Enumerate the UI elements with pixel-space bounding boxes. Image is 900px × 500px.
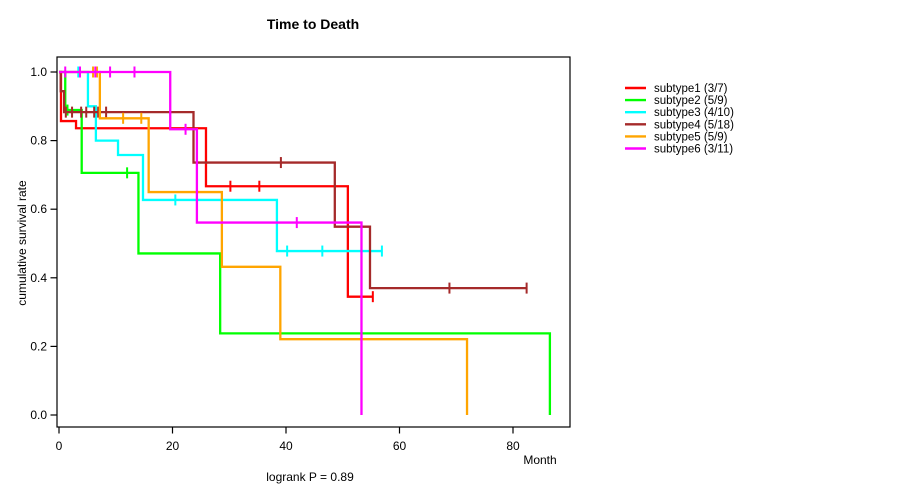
legend-label: subtype5 (5/9) [654, 131, 728, 143]
y-tick-label: 1.0 [30, 65, 47, 79]
y-axis-label: cumulative survival rate [15, 180, 29, 306]
series-line [59, 70, 363, 415]
series-3-group [59, 66, 383, 257]
series-5-group [59, 66, 469, 415]
series-line [59, 70, 528, 290]
plot-frame [56, 56, 571, 428]
legend-label: subtype1 (3/7) [654, 83, 728, 95]
legend-item: subtype2 (5/9) [625, 95, 728, 107]
legend-label: subtype2 (5/9) [654, 95, 728, 107]
series-line [59, 70, 469, 415]
y-tick-label: 0.4 [30, 271, 47, 285]
logrank-annotation: logrank P = 0.89 [266, 470, 354, 484]
legend-item: subtype5 (5/9) [625, 131, 728, 143]
x-tick-label: 20 [166, 439, 180, 453]
x-axis-label: Month [523, 453, 557, 467]
series-6-group [59, 66, 363, 415]
legend-item: subtype4 (5/18) [625, 119, 734, 131]
x-axis-ticks: 0 20 40 60 80 [56, 427, 520, 453]
chart-title: Time to Death [266, 16, 360, 32]
series-line [59, 70, 552, 415]
series-1-group [59, 70, 374, 303]
y-tick-label: 0.2 [30, 339, 47, 353]
legend-item: subtype3 (4/10) [625, 107, 734, 119]
legend-item: subtype6 (3/11) [625, 144, 733, 156]
y-axis-ticks: 0.0 0.2 0.4 0.6 0.8 1.0 [30, 65, 57, 422]
x-tick-label: 0 [56, 439, 63, 453]
legend-label: subtype4 (5/18) [654, 119, 734, 131]
legend: subtype1 (3/7)subtype2 (5/9)subtype3 (4/… [625, 83, 734, 156]
x-tick-label: 40 [279, 439, 293, 453]
legend-label: subtype3 (4/10) [654, 107, 734, 119]
series-line [59, 70, 382, 253]
y-tick-label: 0.6 [30, 202, 47, 216]
series-4-group [59, 70, 528, 294]
legend-item: subtype1 (3/7) [625, 83, 728, 95]
y-tick-label: 0.8 [30, 134, 47, 148]
legend-label: subtype6 (3/11) [654, 144, 733, 156]
y-tick-label: 0.0 [30, 408, 47, 422]
x-tick-label: 80 [506, 439, 520, 453]
series-2-group [59, 70, 552, 415]
x-tick-label: 60 [393, 439, 407, 453]
series-line [59, 70, 373, 298]
